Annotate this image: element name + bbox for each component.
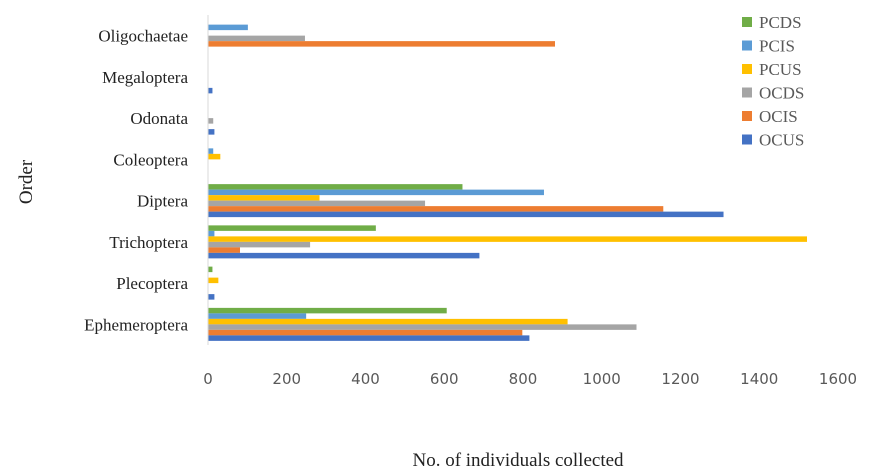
bar-ocds-odonata xyxy=(208,118,214,124)
bar-ocis-ephemeroptera xyxy=(208,329,523,336)
x-tick-label: 0 xyxy=(203,370,213,388)
bar-pcus-diptera xyxy=(208,195,320,201)
bar-pcus-coleoptera xyxy=(208,153,221,160)
bar-pcds-plecoptera xyxy=(208,266,213,273)
x-tick-label: 200 xyxy=(272,370,301,388)
bar-pcis-trichoptera xyxy=(208,230,215,237)
category-label: Diptera xyxy=(137,192,188,211)
y-axis-title: Order xyxy=(16,159,37,204)
category-label: Oligochaetae xyxy=(98,27,188,46)
bar-ocus-ephemeroptera xyxy=(208,335,530,341)
legend-label-pcus: PCUS xyxy=(759,60,802,79)
legend-swatch-pcus xyxy=(742,64,752,74)
x-tick-label: 400 xyxy=(351,370,380,388)
legend-swatch-ocds xyxy=(742,87,752,98)
category-label: Ephemeroptera xyxy=(84,315,188,334)
category-label: Plecoptera xyxy=(116,274,188,293)
legend-swatch-pcds xyxy=(742,17,752,27)
bar-pcis-diptera xyxy=(208,189,544,196)
bar-pcds-ephemeroptera xyxy=(208,307,447,314)
category-label: Megaloptera xyxy=(102,68,188,87)
bar-ocds-diptera xyxy=(208,200,426,207)
bar-ocus-diptera xyxy=(208,211,724,218)
bar-ocis-oligochaetae xyxy=(208,41,555,47)
legend-label-pcis: PCIS xyxy=(759,37,795,56)
bar-ocis-diptera xyxy=(208,206,664,212)
x-tick-label: 1200 xyxy=(661,370,699,388)
bar-pcis-ephemeroptera xyxy=(208,313,307,319)
bar-ocis-trichoptera xyxy=(208,247,240,253)
bar-pcis-oligochaetae xyxy=(208,24,248,31)
bar-ocds-oligochaetae xyxy=(208,35,305,42)
bar-pcus-ephemeroptera xyxy=(208,318,568,325)
bars-layer xyxy=(208,24,807,341)
legend-swatch-pcis xyxy=(742,40,752,51)
legend-label-ocis: OCIS xyxy=(759,107,798,126)
legend-swatch-ocus xyxy=(742,134,752,145)
legend-label-pcds: PCDS xyxy=(759,13,802,32)
bar-pcis-coleoptera xyxy=(208,148,214,154)
category-label: Coleoptera xyxy=(113,150,188,169)
legend-swatch-ocis xyxy=(742,111,752,121)
category-label: Odonata xyxy=(130,109,188,128)
bar-ocus-megaloptera xyxy=(208,87,213,94)
x-axis-title: No. of individuals collected xyxy=(412,450,624,471)
legend-label-ocds: OCDS xyxy=(759,84,804,103)
x-tick-label: 600 xyxy=(430,370,459,388)
category-labels: Oligochaetae Megaloptera Odonata Coleoptera… xyxy=(84,27,188,335)
legend: PCDS PCIS PCUS OCDS OCIS OCUS xyxy=(742,13,804,150)
bar-pcus-plecoptera xyxy=(208,277,219,284)
x-tick-label: 1000 xyxy=(583,370,621,388)
bar-ocds-ephemeroptera xyxy=(208,324,637,330)
bar-ocus-trichoptera xyxy=(208,252,480,259)
x-tick-label: 1600 xyxy=(819,370,857,388)
x-tick-label: 800 xyxy=(509,370,538,388)
bar-pcus-trichoptera xyxy=(208,236,807,242)
bar-ocus-odonata xyxy=(208,129,215,135)
bar-pcds-trichoptera xyxy=(208,225,376,231)
bar-pcds-diptera xyxy=(208,184,463,190)
bar-ocus-plecoptera xyxy=(208,294,215,300)
x-tick-labels: 0 200 400 600 800 1000 1200 1400 1600 xyxy=(203,370,857,388)
legend-label-ocus: OCUS xyxy=(759,131,804,150)
bar-ocds-trichoptera xyxy=(208,241,311,248)
category-label: Trichoptera xyxy=(109,233,188,252)
x-tick-label: 1400 xyxy=(740,370,778,388)
